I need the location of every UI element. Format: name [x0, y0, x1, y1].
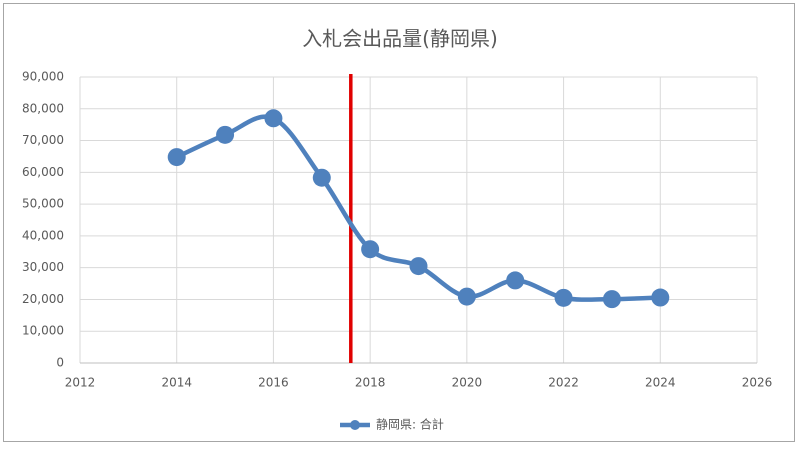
- point: [554, 288, 573, 307]
- y-tick-label: 50,000: [22, 197, 64, 211]
- y-tick-label: 20,000: [22, 292, 64, 306]
- y-tick-label: 80,000: [22, 101, 64, 115]
- y-tick-label: 30,000: [22, 260, 64, 274]
- chart-frame: [3, 3, 795, 442]
- point: [506, 271, 525, 290]
- y-tick-label: 40,000: [22, 228, 64, 242]
- y-tick-label: 10,000: [22, 324, 64, 338]
- point: [602, 290, 621, 309]
- y-tick-label: 0: [56, 356, 64, 370]
- chart-title: 入札会出品量(静岡県): [302, 27, 498, 51]
- point: [409, 257, 428, 276]
- x-tick-label: 2012: [65, 376, 96, 390]
- point: [361, 240, 380, 259]
- x-tick-label: 2016: [258, 376, 289, 390]
- x-tick-label: 2024: [645, 376, 676, 390]
- y-tick-label: 60,000: [22, 165, 64, 179]
- point: [264, 109, 283, 128]
- legend-label: 静岡県: 合計: [376, 417, 444, 432]
- point: [312, 168, 331, 187]
- x-tick-label: 2018: [355, 376, 386, 390]
- x-tick-label: 2022: [548, 376, 579, 390]
- x-tick-label: 2026: [742, 376, 773, 390]
- point: [167, 148, 186, 167]
- y-tick-label: 70,000: [22, 133, 64, 147]
- point: [651, 288, 670, 307]
- point: [457, 287, 476, 306]
- point: [216, 125, 235, 144]
- x-tick-label: 2020: [452, 376, 483, 390]
- legend-marker: [350, 420, 360, 430]
- y-tick-label: 90,000: [22, 70, 64, 84]
- x-tick-label: 2014: [161, 376, 192, 390]
